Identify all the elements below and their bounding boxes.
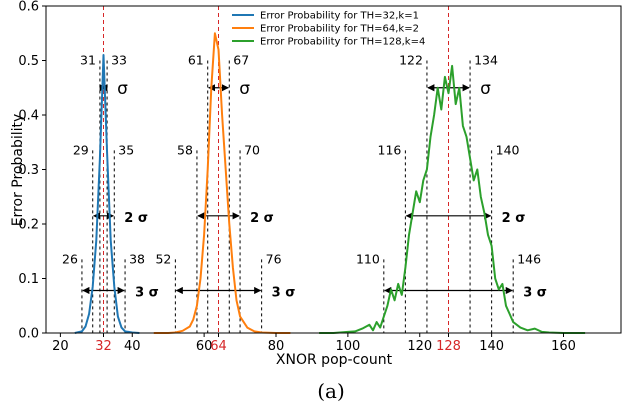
boundary-label: 134 <box>474 53 498 68</box>
x-tick-label: 160 <box>551 339 576 354</box>
series-line-1 <box>74 54 140 334</box>
sigma-label: 2 σ <box>502 211 526 226</box>
x-tick-label: 120 <box>407 339 432 354</box>
x-tick-label: 60 <box>196 339 213 354</box>
sigma-label: σ <box>117 79 128 99</box>
boundary-label: 67 <box>233 53 249 68</box>
y-tick-label: 0.4 <box>18 109 39 124</box>
x-tick-label: 140 <box>479 339 504 354</box>
y-tick-label: 0.6 <box>18 0 39 15</box>
sigma-label: σ <box>239 79 250 99</box>
boundary-label: 29 <box>73 142 89 157</box>
y-tick-label: 0.5 <box>18 54 39 69</box>
x-tick-label: 40 <box>124 339 141 354</box>
x-tick-label: 100 <box>335 339 360 354</box>
x-tick-label-highlight: 128 <box>436 339 461 354</box>
sigma-label: 2 σ <box>250 211 274 226</box>
legend-entry-1: Error Probability for TH=32,k=1 <box>260 11 419 22</box>
sigma-label: σ <box>480 79 491 99</box>
series-line-3 <box>319 64 586 334</box>
y-tick-label: 0.2 <box>18 218 39 233</box>
boundary-label: 122 <box>399 53 423 68</box>
x-tick-label-highlight: 32 <box>95 339 112 354</box>
boundary-label: 76 <box>266 251 282 266</box>
boundary-label: 61 <box>188 53 204 68</box>
series-line-2 <box>153 32 291 334</box>
legend: Error Probability for TH=32,k=1 Error Pro… <box>232 11 425 48</box>
boundary-label: 110 <box>356 251 380 266</box>
boundary-label: 52 <box>155 251 171 266</box>
boundary-label: 116 <box>378 142 402 157</box>
x-tick-label: 80 <box>268 339 285 354</box>
legend-entry-2: Error Probability for TH=64,k=2 <box>260 24 419 35</box>
boundary-label: 140 <box>496 142 520 157</box>
boundary-label: 146 <box>517 251 541 266</box>
plot-frame <box>45 5 622 334</box>
boundary-label: 33 <box>111 53 127 68</box>
figure-caption: (a) <box>317 379 345 403</box>
y-tick-label: 0.3 <box>18 163 39 178</box>
legend-entry-3: Error Probability for TH=128,k=4 <box>260 37 425 48</box>
x-tick-label: 20 <box>52 339 69 354</box>
y-tick-label: 0.1 <box>18 272 39 287</box>
boundary-label: 35 <box>118 142 134 157</box>
sigma-label: 3 σ <box>272 285 296 300</box>
boundary-label: 31 <box>80 53 96 68</box>
axes: 20 40 60 80 100 120 140 160 32 64 128 0.0 0.1 0.2 0.3 0… <box>18 0 622 354</box>
x-axis-label: XNOR pop-count <box>276 352 393 368</box>
y-tick-label: 0.0 <box>18 327 39 342</box>
boundary-label: 38 <box>129 251 145 266</box>
sigma-label: 2 σ <box>124 211 148 226</box>
series-group <box>74 32 586 334</box>
y-axis-label: Error Probability <box>10 114 26 227</box>
sigma-annotations: 31 33 σ 29 35 2 σ 26 38 3 σ 61 67 σ 58 70 2 σ 52 76 3 σ 12… <box>62 6 547 333</box>
x-tick-label-highlight: 64 <box>210 339 227 354</box>
boundary-label: 26 <box>62 251 78 266</box>
boundary-label: 58 <box>177 142 193 157</box>
boundary-label: 70 <box>244 142 260 157</box>
sigma-label: 3 σ <box>135 285 159 300</box>
sigma-label: 3 σ <box>523 285 547 300</box>
